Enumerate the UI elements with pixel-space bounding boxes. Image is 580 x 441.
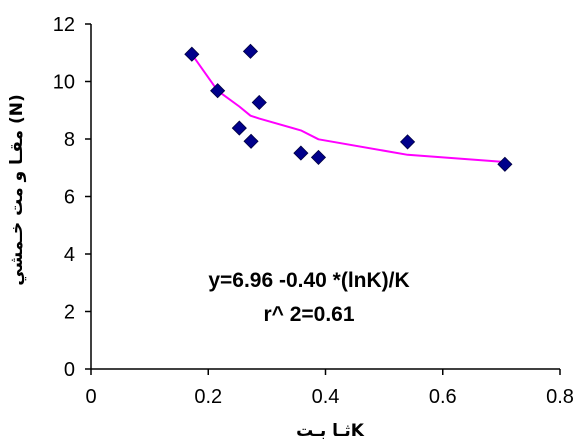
data-point — [251, 94, 267, 111]
y-tick-label: 10 — [53, 72, 75, 94]
data-point — [293, 145, 309, 161]
x-tick-label: 0.2 — [194, 386, 222, 408]
data-point — [184, 46, 200, 62]
x-tick-label: 0.8 — [546, 386, 574, 408]
y-axis-title: مقـا و مت خـمشي (N) — [7, 94, 27, 285]
data-points — [184, 43, 513, 172]
data-point — [310, 149, 327, 165]
x-axis-title: ثـا بـتK — [296, 421, 365, 441]
x-tick-label: 0 — [85, 386, 96, 408]
y-tick-label: 4 — [64, 244, 75, 266]
x-tick-label: 0.4 — [312, 386, 340, 408]
fit-curve — [190, 53, 505, 163]
y-tick-label: 2 — [64, 302, 75, 324]
data-point — [231, 120, 247, 136]
x-tick-label: 0.6 — [429, 386, 457, 408]
y-tick-label: 0 — [64, 359, 75, 381]
y-tick-label: 8 — [64, 129, 75, 151]
fit-line — [190, 53, 505, 163]
axes — [85, 23, 561, 375]
fit-equation: y=6.96 -0.40 *(lnK)/K — [208, 269, 409, 292]
y-tick-label: 12 — [53, 14, 75, 36]
data-point — [400, 134, 416, 150]
data-point — [243, 133, 259, 149]
data-point — [242, 43, 259, 59]
tick-labels: 0 0.2 0.4 0.6 0.8 0 2 4 6 8 10 12 — [53, 14, 574, 408]
data-point — [210, 83, 226, 99]
r-squared-label: r^ 2=0.61 — [263, 303, 354, 326]
y-tick-label: 6 — [64, 187, 75, 209]
data-point — [497, 156, 513, 172]
